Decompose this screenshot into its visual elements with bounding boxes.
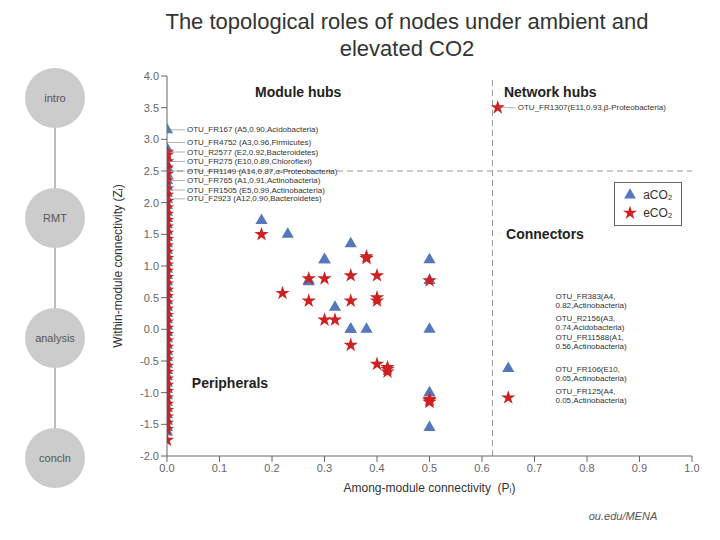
svg-text:0.5: 0.5 bbox=[422, 462, 437, 474]
svg-text:Peripherals: Peripherals bbox=[192, 375, 268, 391]
svg-text:1.0: 1.0 bbox=[144, 260, 159, 272]
svg-text:0.6: 0.6 bbox=[474, 462, 489, 474]
svg-text:0.8: 0.8 bbox=[579, 462, 594, 474]
svg-text:OTU_FR1307(E11,0.93,β-Proteoba: OTU_FR1307(E11,0.93,β-Proteobacteria) bbox=[518, 103, 666, 112]
svg-text:OTU_FR167 (A5,0.90,Acidobacter: OTU_FR167 (A5,0.90,Acidobacteria) bbox=[187, 125, 319, 134]
svg-text:Among-module connectivity (Pᵢ: Among-module connectivity (Pᵢ) bbox=[344, 481, 516, 495]
svg-text:-1.0: -1.0 bbox=[140, 387, 159, 399]
svg-text:OTU_F2923 (A12,0.90,Bacteroide: OTU_F2923 (A12,0.90,Bacteroidetes) bbox=[187, 194, 322, 203]
svg-text:OTU_FR1505 (E5,0.99,Actinobact: OTU_FR1505 (E5,0.99,Actinobacteria) bbox=[187, 186, 325, 195]
svg-text:OTU_R2156(A3,0.74,Acidobacteri: OTU_R2156(A3,0.74,Acidobacteria) bbox=[556, 314, 625, 332]
html-text:eCO₂: eCO₂ bbox=[643, 206, 673, 221]
svg-text:0.0: 0.0 bbox=[144, 323, 159, 335]
html-text:elevated CO2: elevated CO2 bbox=[339, 36, 475, 61]
svg-text:OTU_FR383(A4,0.82,Actinobacter: OTU_FR383(A4,0.82,Actinobacteria) bbox=[556, 292, 627, 310]
svg-text:concln: concln bbox=[39, 452, 71, 464]
svg-text:0.1: 0.1 bbox=[212, 462, 227, 474]
svg-text:0.0: 0.0 bbox=[159, 462, 174, 474]
svg-text:0.5: 0.5 bbox=[144, 292, 159, 304]
svg-text:0.9: 0.9 bbox=[632, 462, 647, 474]
svg-text:RMT: RMT bbox=[43, 212, 67, 224]
svg-text:OTU_FR1149 (A14,0.87,α-Proteob: OTU_FR1149 (A14,0.87,α-Proteobacteria) bbox=[187, 167, 338, 176]
svg-text:OTU_FR4752 (A3,0.96,Firmicutes: OTU_FR4752 (A3,0.96,Firmicutes) bbox=[187, 138, 311, 147]
svg-text:analysis: analysis bbox=[35, 332, 75, 344]
svg-text:OTU_FR11588(A1,0.56,Actinobact: OTU_FR11588(A1,0.56,Actinobacteria) bbox=[556, 333, 627, 351]
svg-text:intro: intro bbox=[44, 92, 65, 104]
svg-text:Module hubs: Module hubs bbox=[255, 84, 342, 100]
svg-text:3.0: 3.0 bbox=[144, 133, 159, 145]
svg-text:0.3: 0.3 bbox=[317, 462, 332, 474]
svg-text:OTU_FR106(E10,0.05,Actinobacte: OTU_FR106(E10,0.05,Actinobacteria) bbox=[556, 365, 627, 383]
svg-text:-1.5: -1.5 bbox=[140, 418, 159, 430]
svg-text:OTU_FR125(A4,0.05,Actinobacter: OTU_FR125(A4,0.05,Actinobacteria) bbox=[556, 387, 627, 405]
svg-text:OTU_FR275 (E10,0.89,Chloroflex: OTU_FR275 (E10,0.89,Chloroflexi) bbox=[187, 157, 312, 166]
svg-text:-2.0: -2.0 bbox=[140, 450, 159, 462]
svg-text:1.0: 1.0 bbox=[684, 462, 699, 474]
html-text:The topological roles of nodes: The topological roles of nodes under amb… bbox=[165, 9, 649, 34]
svg-text:1.5: 1.5 bbox=[144, 228, 159, 240]
html-text:ou.edu/MENA: ou.edu/MENA bbox=[588, 510, 658, 522]
svg-text:Connectors: Connectors bbox=[506, 226, 584, 242]
svg-text:Network hubs: Network hubs bbox=[504, 84, 597, 100]
html-text:aCO₂: aCO₂ bbox=[643, 188, 673, 203]
svg-text:OTU_R2577 (E2,0.92,Bacteroidet: OTU_R2577 (E2,0.92,Bacteroidetes) bbox=[187, 148, 319, 157]
svg-text:-0.5: -0.5 bbox=[140, 355, 159, 367]
svg-text:0.2: 0.2 bbox=[264, 462, 279, 474]
svg-text:4.0: 4.0 bbox=[144, 70, 159, 82]
svg-text:0.4: 0.4 bbox=[369, 462, 384, 474]
svg-text:2.0: 2.0 bbox=[144, 197, 159, 209]
svg-text:3.5: 3.5 bbox=[144, 102, 159, 114]
svg-text:Within-module connectivity (Zᵢ: Within-module connectivity (Zᵢ) bbox=[111, 184, 125, 347]
svg-text:0.7: 0.7 bbox=[527, 462, 542, 474]
svg-text:OTU_FR765 (A1,0.91,Actinobacte: OTU_FR765 (A1,0.91,Actinobacteria) bbox=[187, 176, 321, 185]
svg-text:2.5: 2.5 bbox=[144, 165, 159, 177]
